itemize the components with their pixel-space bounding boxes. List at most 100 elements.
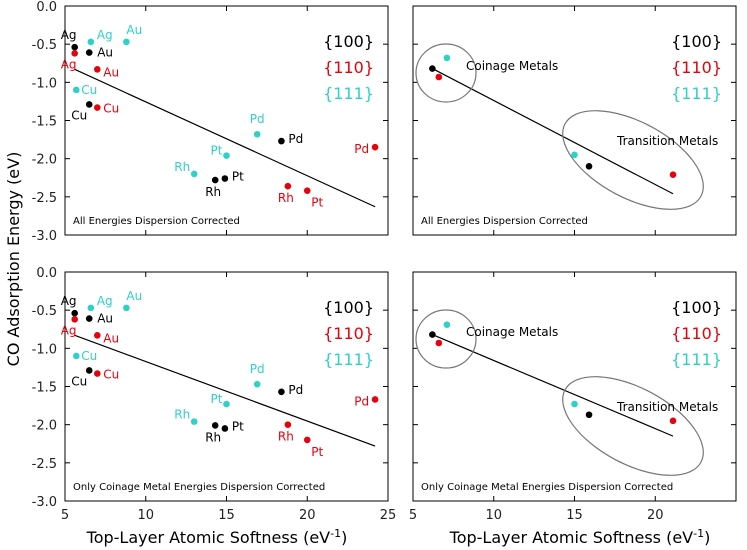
y-tick-label: 0.0	[36, 0, 57, 15]
y-tick-label: -2.5	[32, 457, 57, 472]
data-point	[303, 436, 311, 444]
data-point	[278, 137, 285, 145]
x-tick-label: 15	[566, 508, 583, 523]
data-point	[253, 380, 261, 388]
data-point	[585, 411, 593, 419]
x-tick-label: 5	[61, 508, 69, 523]
data-point	[123, 304, 130, 312]
point-label: Pt	[232, 419, 244, 433]
transition-metals-label: Transition Metals	[616, 400, 718, 414]
data-point	[371, 143, 379, 151]
data-point	[223, 152, 230, 159]
data-point	[221, 425, 229, 432]
x-tick-label: 15	[218, 508, 235, 523]
point-label: Pd	[354, 142, 369, 156]
data-point	[443, 54, 451, 62]
data-point	[284, 421, 292, 428]
point-label: Cu	[71, 374, 87, 388]
legend-entry: {110}	[323, 324, 374, 343]
fit-line	[74, 334, 376, 447]
x-axis-title-left: Top-Layer Atomic Softness (eV-1)	[86, 527, 348, 547]
data-point	[71, 43, 78, 51]
data-point	[85, 49, 93, 56]
data-point	[94, 332, 101, 339]
data-point	[87, 38, 95, 46]
data-point	[190, 418, 198, 425]
point-label: Pt	[211, 144, 223, 158]
y-tick-label: -0.5	[32, 38, 57, 53]
x-tick-label: 25	[380, 508, 397, 523]
data-point	[190, 170, 198, 178]
data-point	[94, 104, 101, 111]
transition-metals-ellipse	[562, 110, 704, 210]
data-point	[73, 86, 80, 94]
data-point	[211, 422, 219, 429]
x-tick-label: 10	[485, 508, 502, 523]
data-point	[221, 175, 229, 182]
data-point	[303, 187, 311, 195]
legend-entry: {100}	[323, 32, 374, 51]
legend-entry: {111}	[671, 84, 722, 103]
legend-entry: {111}	[323, 84, 374, 103]
panel-note: Only Coinage Metal Energies Dispersion C…	[421, 482, 673, 493]
point-label: Cu	[103, 368, 119, 382]
data-point	[85, 367, 93, 374]
panel-note: Only Coinage Metal Energies Dispersion C…	[73, 482, 325, 493]
y-tick-label: -3.0	[32, 495, 57, 510]
point-label: Au	[103, 65, 119, 79]
y-tick-label: -2.0	[32, 419, 57, 434]
fit-line	[432, 68, 674, 195]
point-label: Rh	[205, 185, 221, 199]
data-point	[94, 66, 101, 73]
point-label: Pt	[311, 196, 323, 210]
point-label: Pt	[211, 392, 223, 406]
data-point	[71, 316, 78, 323]
data-point	[669, 417, 677, 425]
panel-bottom-right: 5 10 15 20 Coinage Metals Transition Metals {1…	[409, 271, 737, 523]
point-label: Ag	[61, 28, 77, 42]
coinage-metals-label: Coinage Metals	[466, 325, 558, 339]
point-label: Pd	[288, 383, 303, 397]
point-label: Cu	[81, 83, 97, 97]
data-point	[429, 65, 436, 72]
legend-entry: {100}	[671, 298, 722, 317]
data-point	[284, 182, 292, 190]
x-axis-title-right: Top-Layer Atomic Softness (eV-1)	[449, 527, 711, 547]
y-tick-label: 0.0	[36, 266, 57, 281]
point-label: Cu	[103, 102, 119, 116]
point-label: Ag	[61, 294, 77, 308]
data-point	[669, 171, 677, 178]
point-label: Au	[97, 46, 113, 60]
y-tick-label: -0.5	[32, 304, 57, 319]
panel-note: All Energies Dispersion Corrected	[73, 216, 240, 227]
point-label: Ag	[61, 323, 77, 337]
data-point	[71, 50, 78, 57]
x-tick-label: 10	[137, 508, 154, 523]
data-point	[71, 309, 78, 317]
y-tick-label: -2.0	[32, 153, 57, 168]
point-label: Rh	[174, 408, 190, 422]
point-label: Au	[103, 331, 119, 345]
panel-top-left: 0.0 -0.5 -1.0 -1.5 -2.0 -2.5 -3.0 Ag Au Cu Rh Pt Pd A…	[32, 0, 389, 244]
point-label: Rh	[278, 430, 294, 444]
y-tick-label: -1.0	[32, 76, 57, 91]
legend-entry: {111}	[671, 350, 722, 369]
data-point	[87, 304, 95, 312]
fit-line	[432, 334, 674, 437]
legend-entry: {100}	[671, 32, 722, 51]
data-point	[223, 400, 230, 408]
point-label: Pd	[288, 132, 303, 146]
legend-entry: {110}	[323, 58, 374, 77]
point-label: Au	[97, 312, 113, 326]
fit-line	[74, 68, 376, 208]
point-label: Pd	[354, 394, 369, 408]
point-label: Au	[126, 289, 142, 303]
transition-metals-label: Transition Metals	[616, 134, 718, 148]
point-label: Pd	[250, 362, 265, 376]
panel-bottom-left: 0.0 -0.5 -1.0 -1.5 -2.0 -2.5 -3.0 5 10 15 20 25 Ag Au…	[32, 266, 397, 523]
point-label: Cu	[71, 108, 87, 122]
data-point	[73, 352, 80, 360]
data-point	[123, 38, 130, 46]
coinage-metals-label: Coinage Metals	[466, 59, 558, 73]
point-label: Pt	[232, 170, 244, 184]
